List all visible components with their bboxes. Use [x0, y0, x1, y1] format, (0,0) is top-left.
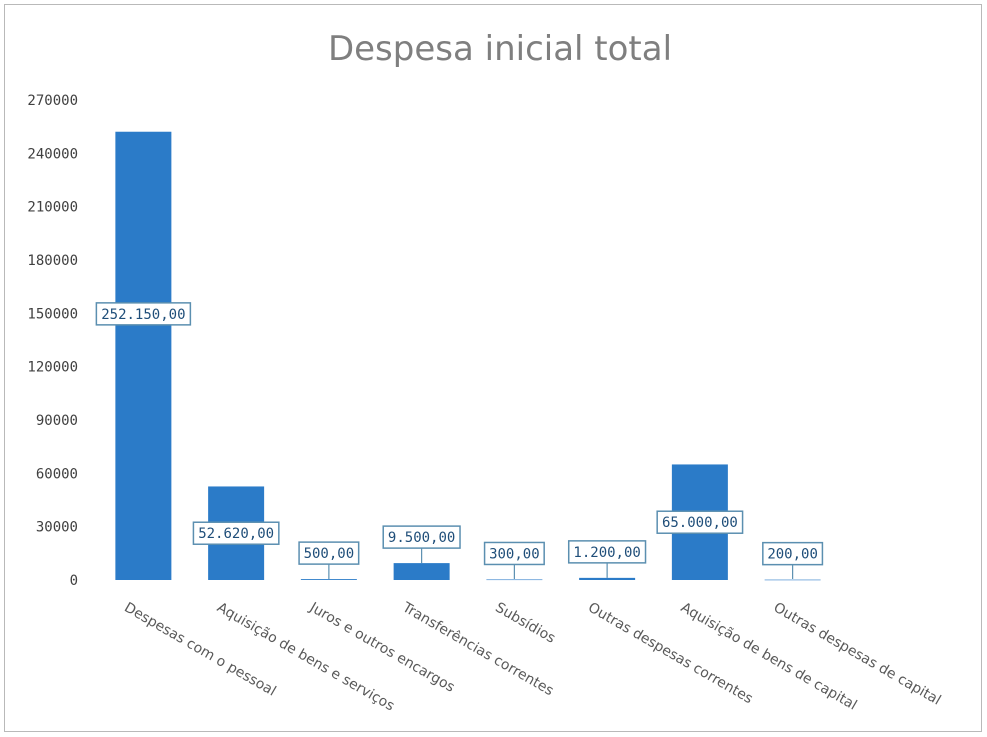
- y-tick-label: 0: [70, 573, 78, 589]
- y-tick-label: 180000: [27, 253, 78, 269]
- y-tick-label: 210000: [27, 200, 78, 216]
- bar-chart: Despesa inicial total 0 30000 60000 90000 12…: [27, 29, 943, 714]
- x-tick-label: Juros e outros encargos: [306, 599, 457, 696]
- y-tick-label: 60000: [36, 466, 78, 482]
- x-tick-label: Despesas com o pessoal: [121, 600, 278, 700]
- x-tick-label: Aquisição de bens de capital: [678, 600, 860, 714]
- x-tick-label: Outras despesas correntes: [585, 600, 755, 708]
- bar: [115, 131, 172, 580]
- x-tick-label: Subsídios: [492, 600, 558, 647]
- data-label-box: [567, 540, 647, 564]
- y-tick-label: 270000: [27, 93, 78, 109]
- y-axis: 0 30000 60000 90000 120000 150000 180000 210000…: [27, 93, 78, 589]
- bar: [300, 579, 357, 580]
- data-label: 252.150,00: [101, 307, 185, 323]
- data-label-box: [382, 525, 461, 549]
- x-tick-label: Outras despesas de capital: [771, 600, 944, 709]
- data-label-box: [656, 510, 744, 534]
- data-label-box: [192, 521, 280, 545]
- data-label-box: [95, 302, 192, 326]
- data-label: 1.200,00: [573, 545, 640, 561]
- data-label-box: [298, 541, 360, 565]
- bar: [393, 563, 450, 580]
- data-label: 65.000,00: [662, 515, 738, 531]
- y-tick-label: 150000: [27, 306, 78, 322]
- data-label: 9.500,00: [388, 530, 455, 546]
- chart-frame: Despesa inicial total 0 30000 60000 90000 12…: [4, 4, 982, 732]
- x-tick-label: Aquisição de bens e serviços: [214, 600, 397, 715]
- data-label: 52.620,00: [198, 526, 274, 542]
- y-tick-label: 240000: [27, 146, 78, 162]
- y-tick-label: 30000: [36, 520, 78, 536]
- data-label: 300,00: [489, 546, 540, 562]
- data-label: 500,00: [304, 546, 355, 562]
- data-label-box: [762, 541, 824, 566]
- y-tick-label: 90000: [36, 413, 78, 429]
- y-tick-label: 120000: [27, 360, 78, 376]
- bar: [579, 577, 636, 580]
- bar: [764, 579, 821, 581]
- x-tick-label: Transferências correntes: [399, 599, 556, 699]
- data-label-box: [483, 541, 545, 566]
- data-labels: 252.150,00 52.620,00 500,00 9.500,00 300,00 1…: [95, 302, 824, 579]
- bar: [486, 579, 543, 581]
- data-label: 200,00: [767, 547, 818, 563]
- chart-title: Despesa inicial total: [328, 29, 672, 69]
